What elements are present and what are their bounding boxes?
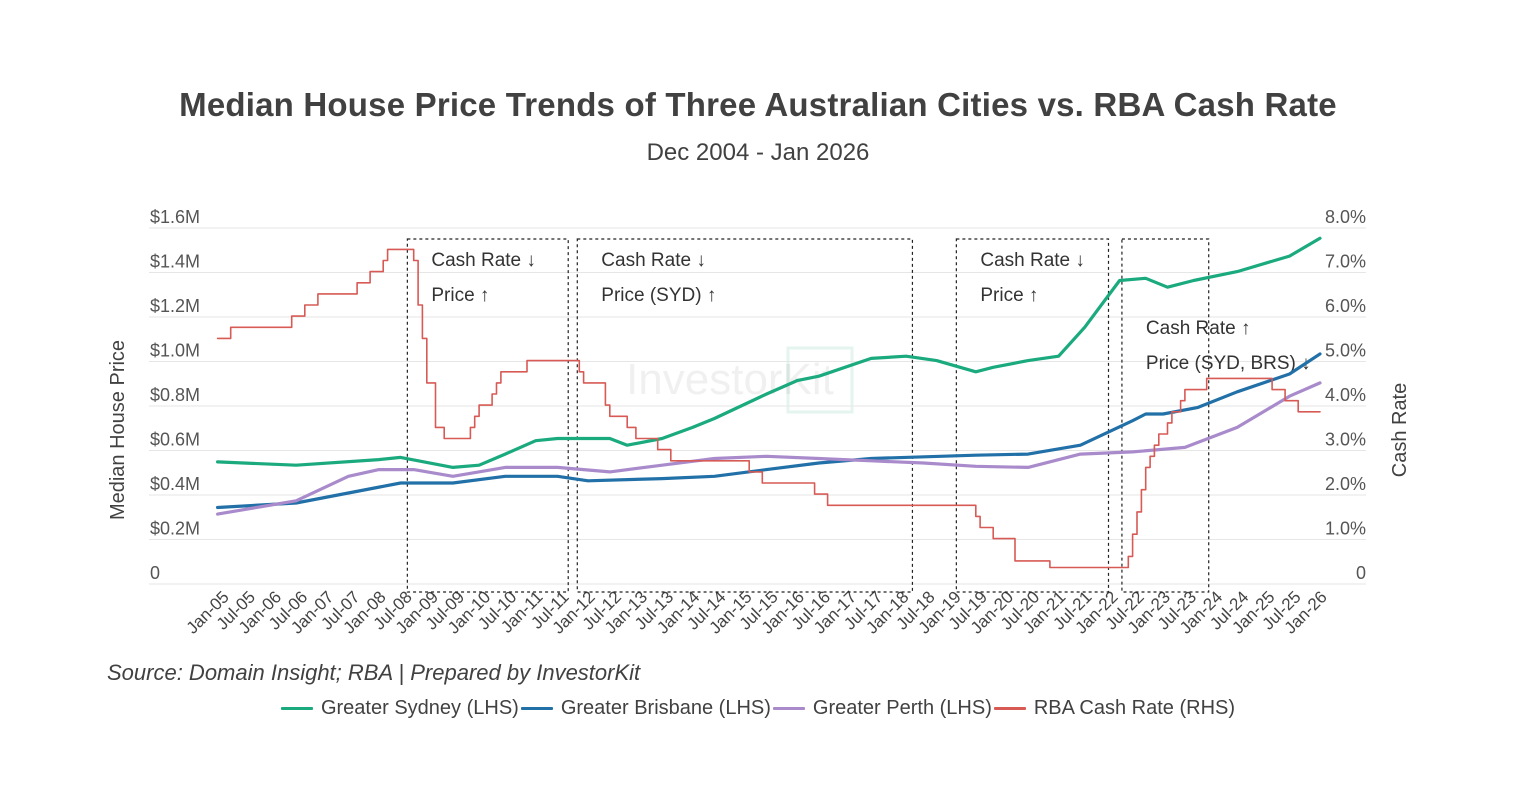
legend-swatch <box>280 707 313 710</box>
y-tick-label-right: 0 <box>1356 563 1366 583</box>
y-tick-label-right: 5.0% <box>1325 341 1366 361</box>
annotation-box <box>1121 238 1210 593</box>
legend-swatch <box>520 707 553 710</box>
y-tick-label-left: $1.2M <box>150 296 200 316</box>
annotation-box <box>406 238 569 593</box>
y-axis-title-left: Median House Price <box>107 340 129 520</box>
y-tick-label-left: $0.4M <box>150 474 200 494</box>
y-tick-label-left: $1.0M <box>150 341 200 361</box>
y-tick-label-right: 7.0% <box>1325 252 1366 272</box>
y-tick-label-left: $0.8M <box>150 385 200 405</box>
legend-label: Greater Brisbane (LHS) <box>560 697 771 719</box>
y-tick-label-right: 6.0% <box>1325 296 1366 316</box>
annotation-text: Price (SYD, BRS) ↓ <box>1146 353 1311 374</box>
series-line-rba-cash-rate-rhs- <box>216 248 1321 569</box>
legend-label: RBA Cash Rate (RHS) <box>1033 697 1236 719</box>
legend-item: Greater Sydney (LHS) <box>280 697 519 720</box>
legend-item: Greater Brisbane (LHS) <box>520 697 771 720</box>
y-tick-label-right: 3.0% <box>1325 430 1366 450</box>
annotation-text: Cash Rate ↑ <box>1146 318 1251 339</box>
y-tick-label-left: $0.2M <box>150 519 200 539</box>
y-tick-label-left: $1.6M <box>150 207 200 227</box>
y-axis-title-right: Cash Rate <box>1389 383 1411 478</box>
annotation-text: Cash Rate ↓ <box>980 250 1085 271</box>
legend-item: Greater Perth (LHS) <box>772 697 992 720</box>
y-tick-label-right: 4.0% <box>1325 385 1366 405</box>
y-tick-label-left: $0.6M <box>150 430 200 450</box>
y-tick-label-right: 2.0% <box>1325 474 1366 494</box>
annotation-text: Price ↑ <box>431 285 489 306</box>
y-tick-label-right: 1.0% <box>1325 519 1366 539</box>
source-note: Source: Domain Insight; RBA | Prepared b… <box>107 660 641 685</box>
annotation-box <box>576 238 914 593</box>
series-line-greater-sydney-lhs- <box>216 236 1322 469</box>
legend-label: Greater Perth (LHS) <box>812 697 992 719</box>
legend-swatch <box>993 707 1026 710</box>
series-line-greater-perth-lhs- <box>216 381 1322 516</box>
chart-legend: Greater Sydney (LHS) Greater Brisbane (LH… <box>0 697 1516 720</box>
legend-swatch <box>772 707 805 710</box>
legend-label: Greater Sydney (LHS) <box>320 697 519 719</box>
chart-subtitle: Dec 2004 - Jan 2026 <box>646 139 870 166</box>
y-tick-label-left: $1.4M <box>150 252 200 272</box>
chart-title: Median House Price Trends of Three Austr… <box>179 86 1337 123</box>
watermark-logo-icon <box>786 346 854 414</box>
annotation-text: Cash Rate ↓ <box>431 250 536 271</box>
annotation-text: Cash Rate ↓ <box>601 250 706 271</box>
y-tick-label-left: 0 <box>150 563 160 583</box>
annotation-text: Price ↑ <box>980 285 1038 306</box>
y-tick-label-right: 8.0% <box>1325 207 1366 227</box>
legend-item: RBA Cash Rate (RHS) <box>993 697 1236 720</box>
annotation-text: Price (SYD) ↑ <box>601 285 716 306</box>
